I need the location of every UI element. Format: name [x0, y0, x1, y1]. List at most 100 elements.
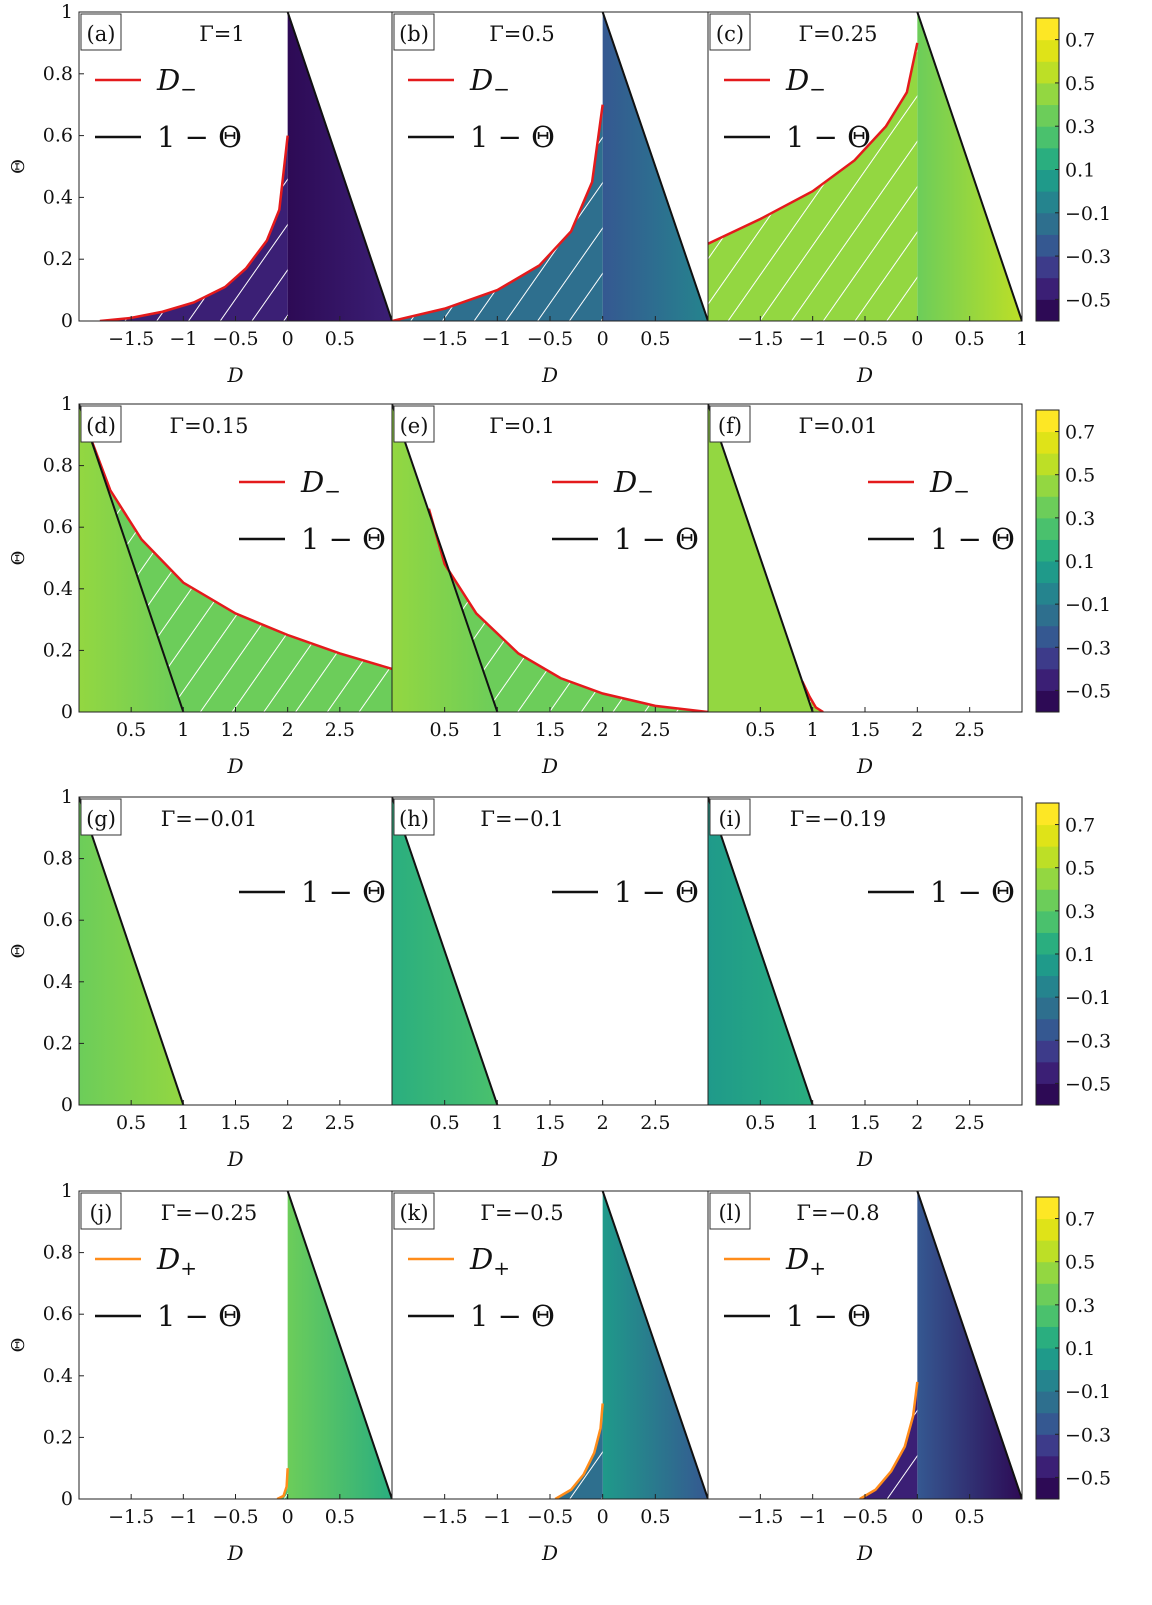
- curve-line: [276, 1468, 289, 1499]
- x-tick-label: 2: [911, 1112, 923, 1134]
- y-tick-label: 0.2: [43, 248, 73, 270]
- colorbar-segment: [1036, 1240, 1059, 1263]
- gamma-title: Γ=−0.8: [796, 1201, 879, 1225]
- gamma-title: Γ=−0.1: [480, 807, 563, 831]
- colorbar-segment: [1036, 1197, 1059, 1220]
- legend-label: D−: [785, 63, 826, 101]
- panel-label-text: (k): [399, 1201, 428, 1225]
- colorbar-segment: [1036, 889, 1059, 912]
- colorbar-tick-label: 0.7: [1065, 30, 1095, 52]
- legend-label: 1 − Θ: [930, 522, 1015, 556]
- y-tick-label: 1: [61, 1, 73, 23]
- panel-label: (l): [709, 1192, 751, 1230]
- curve-region-hatch: [427, 508, 708, 712]
- x-tick-label: 1.5: [535, 1112, 565, 1134]
- y-tick-label: 0: [61, 1094, 73, 1116]
- boundary-line: [601, 12, 708, 321]
- x-tick-label: 2: [597, 719, 609, 741]
- y-tick-label: 0.6: [43, 1303, 73, 1325]
- colorbar-segment: [1036, 1061, 1059, 1084]
- panel-j: −1.5 −1 −0.5 0 0.5 D 0 0.2 0.4 0.6 0.8 1 Θ (j) Γ=−0.25…: [8, 1180, 393, 1565]
- x-tick-label: 2: [597, 1112, 609, 1134]
- y-tick-label: 0.6: [43, 125, 73, 147]
- x-tick-label: 0.5: [745, 719, 775, 741]
- curve-region-hatch: [708, 42, 918, 321]
- gamma-title: Γ=0.1: [489, 414, 555, 438]
- panel-label-box: [80, 1192, 122, 1230]
- x-tick-label: −1.5: [108, 1506, 154, 1528]
- panel-label: (d): [80, 405, 122, 443]
- panel-label-text: (e): [400, 414, 429, 438]
- x-axis-label: D: [226, 1541, 243, 1565]
- colorbar-segment: [1036, 410, 1059, 433]
- x-tick-label: 1: [491, 1112, 503, 1134]
- legend-label: 1 − Θ: [301, 875, 386, 909]
- x-tick-label: −1.5: [422, 328, 468, 350]
- colorbar-segment: [1036, 104, 1059, 127]
- x-tick-label: 0.5: [745, 1112, 775, 1134]
- gamma-title: Γ=1: [199, 22, 245, 46]
- colorbar-tick-label: 0.5: [1065, 858, 1095, 880]
- x-tick-label: 0.5: [116, 1112, 146, 1134]
- colorbar-segment: [1036, 1083, 1059, 1106]
- colorbar-tick-label: −0.5: [1065, 1467, 1111, 1489]
- panel-label: (h): [393, 798, 435, 836]
- y-tick-label: 0.8: [43, 455, 73, 477]
- x-tick-label: −0.5: [212, 328, 258, 350]
- x-tick-label: −1.5: [422, 1506, 468, 1528]
- colorbar-3: 0.7 0.5 0.3 0.1 −0.1 −0.3 −0.5: [1035, 802, 1111, 1106]
- colorbar-segment: [1036, 1434, 1059, 1457]
- gamma-title: Γ=−0.25: [161, 1201, 258, 1225]
- x-tick-label: −1: [169, 1506, 197, 1528]
- colorbar-tick-label: −0.5: [1065, 1073, 1111, 1095]
- x-tick-label: 0.5: [955, 1506, 985, 1528]
- panel-label-text: (g): [86, 807, 116, 831]
- colorbar-segment: [1036, 82, 1059, 106]
- panel-e: 0.5 1 1.5 2 2.5 D (e) Γ=0.1 D− 1 − Θ: [391, 403, 709, 778]
- x-tick-label: 0.5: [430, 719, 460, 741]
- colorbar-segment: [1036, 1477, 1059, 1500]
- gamma-title: Γ=−0.01: [161, 807, 258, 831]
- colorbar-segment: [1036, 256, 1059, 279]
- colorbar-tick-label: −0.1: [1065, 1381, 1111, 1403]
- x-tick-label: 2: [282, 1112, 294, 1134]
- colorbar-segment: [1036, 299, 1059, 322]
- y-tick-label: 0.4: [43, 578, 73, 600]
- plot-area: [708, 12, 1022, 321]
- x-tick-label: 1.5: [220, 719, 250, 741]
- y-tick-label: 0.8: [43, 1242, 73, 1264]
- x-tick-label: −1.5: [108, 328, 154, 350]
- boundary-line: [392, 797, 499, 1105]
- colorbar-segment: [1036, 846, 1059, 869]
- colorbar-segment: [1036, 582, 1059, 605]
- panel-l: −1.5 −1 −0.5 0 0.5 D (l) Γ=−0.8 D+ 1 − Θ: [707, 1190, 1023, 1565]
- x-axis-label: D: [226, 754, 243, 778]
- curve-region-hatch: [555, 1403, 603, 1499]
- panel-label-text: (a): [87, 22, 116, 46]
- colorbar-segment: [1036, 604, 1059, 627]
- colorbar-tick-label: 0.7: [1065, 422, 1095, 444]
- gamma-title: Γ=0.15: [170, 414, 249, 438]
- x-tick-label: 1: [807, 1112, 819, 1134]
- colorbar-segment: [1036, 496, 1059, 519]
- colorbar-segment: [1036, 39, 1059, 62]
- colorbar-segment: [1036, 1261, 1059, 1284]
- curve-line: [554, 1403, 604, 1499]
- x-tick-label: 2: [911, 719, 923, 741]
- panel-i: 0.5 1 1.5 2 2.5 D (i) Γ=−0.19 1 − Θ: [707, 796, 1023, 1171]
- legend-label: D−: [300, 465, 341, 503]
- colorbar-segment: [1036, 1218, 1059, 1241]
- curve-line: [88, 434, 392, 671]
- colorbar-segment: [1036, 474, 1059, 497]
- boundary-line: [286, 1191, 392, 1499]
- panel-label-box: [393, 13, 435, 51]
- x-tick-label: 2.5: [325, 1112, 355, 1134]
- colorbar-2: 0.7 0.5 0.3 0.1 −0.1 −0.3 −0.5: [1035, 409, 1111, 713]
- colorbar-segment: [1036, 147, 1059, 170]
- y-axis-label: Θ: [8, 1338, 29, 1353]
- colorbar-segment: [1036, 1455, 1059, 1478]
- y-axis-label: Θ: [8, 944, 29, 959]
- colorbar-tick-label: 0.3: [1065, 1295, 1095, 1317]
- x-tick-label: 1.5: [850, 1112, 880, 1134]
